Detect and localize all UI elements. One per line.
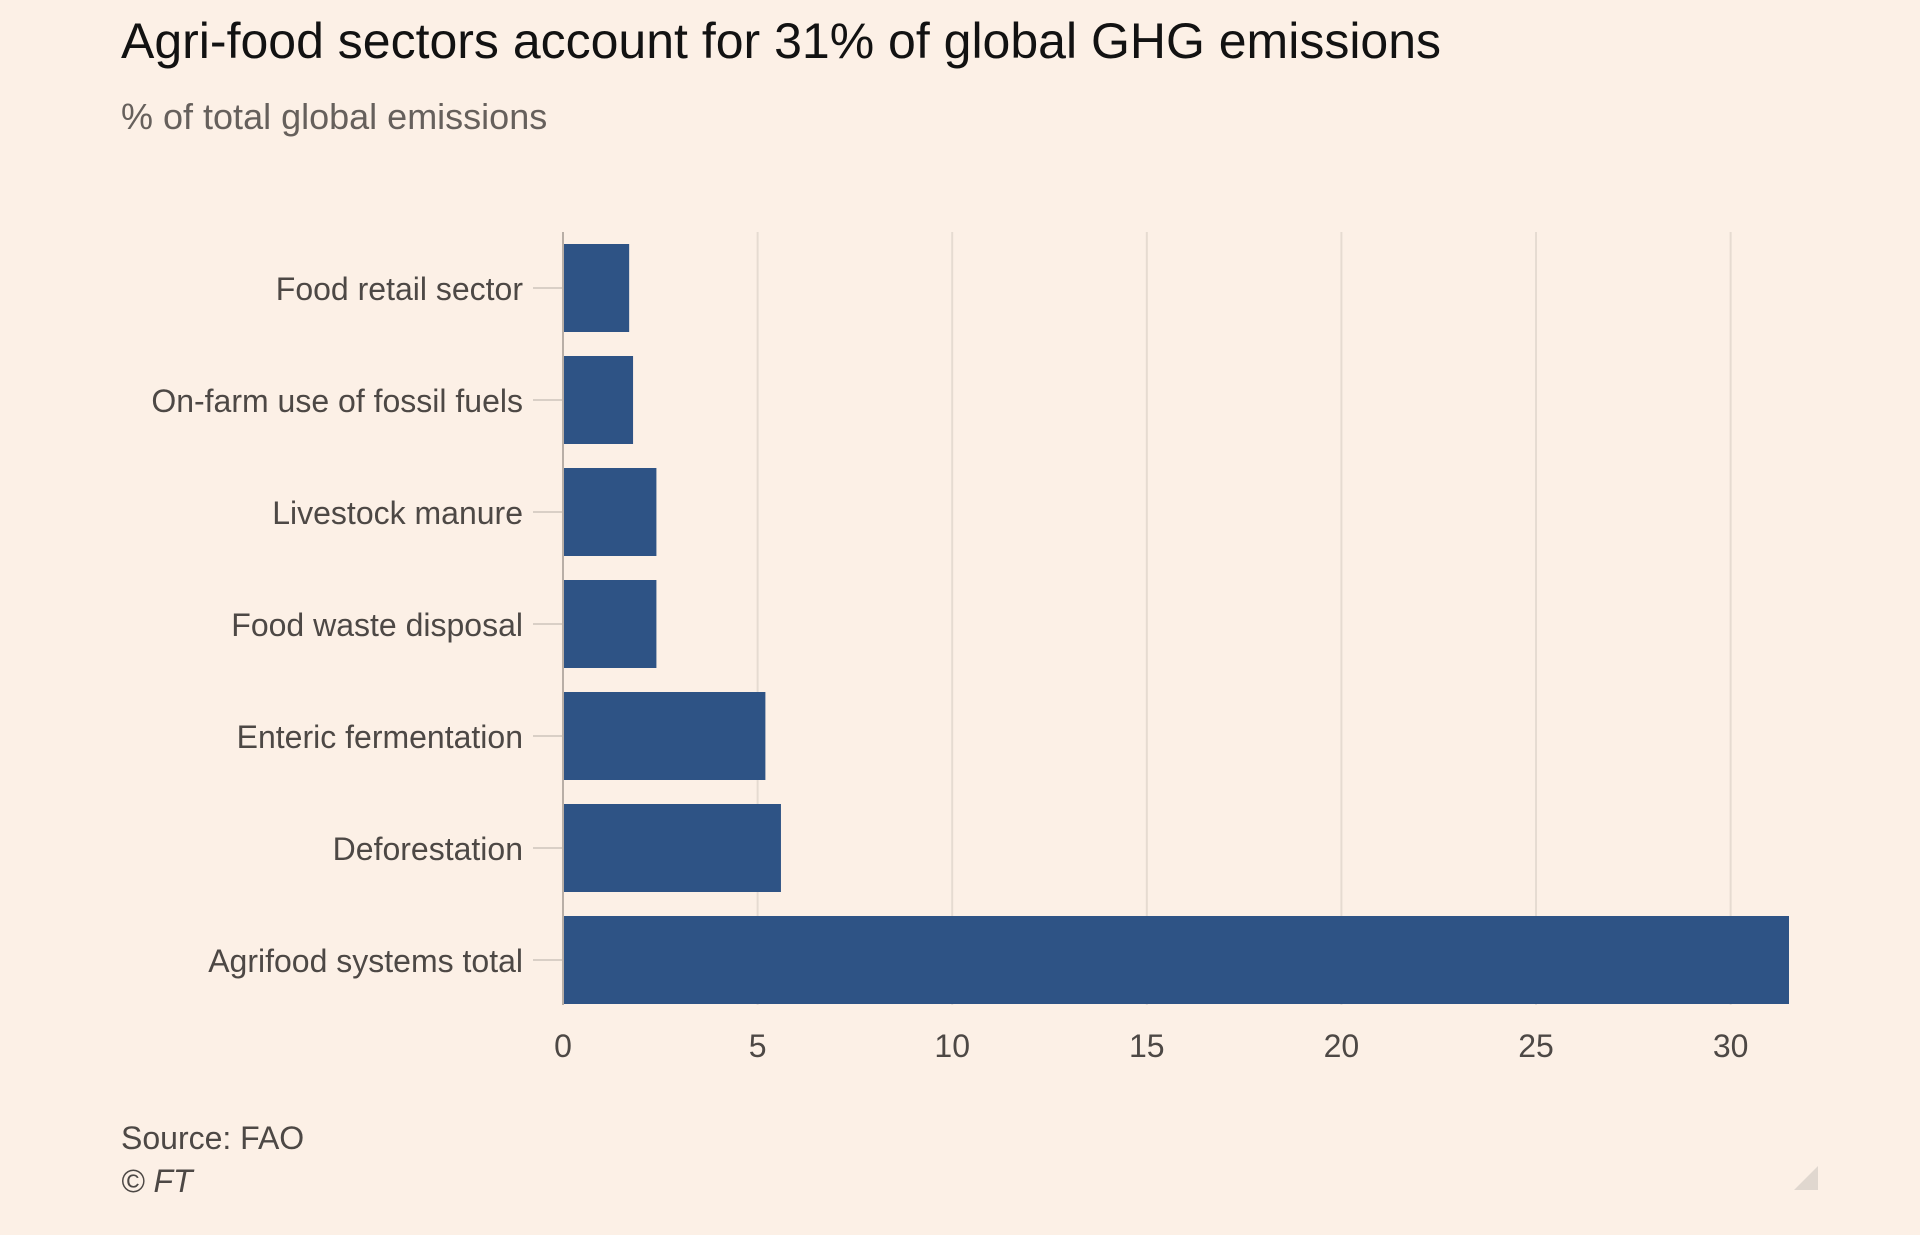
- resize-corner-icon: [1794, 1166, 1818, 1190]
- copyright-credit: © FT: [121, 1163, 193, 1199]
- x-tick-label: 25: [1518, 1028, 1554, 1064]
- bar: [563, 692, 766, 780]
- bar: [563, 244, 630, 332]
- x-tick-label: 0: [554, 1028, 572, 1064]
- x-tick-label: 5: [749, 1028, 767, 1064]
- bar: [563, 356, 634, 444]
- category-label: On-farm use of fossil fuels: [151, 383, 523, 419]
- chart-title: Agri-food sectors account for 31% of glo…: [121, 13, 1442, 69]
- category-label: Food waste disposal: [231, 607, 523, 643]
- bar: [563, 804, 781, 892]
- bar: [563, 916, 1789, 1004]
- x-tick-label: 30: [1713, 1028, 1749, 1064]
- category-label: Agrifood systems total: [208, 943, 523, 979]
- category-label: Livestock manure: [272, 495, 523, 531]
- x-tick-label: 15: [1129, 1028, 1165, 1064]
- x-tick-label: 20: [1324, 1028, 1360, 1064]
- bar: [563, 580, 657, 668]
- category-label: Deforestation: [333, 831, 523, 867]
- source-note: Source: FAO: [121, 1120, 305, 1156]
- category-label: Enteric fermentation: [237, 719, 523, 755]
- chart-subtitle: % of total global emissions: [121, 96, 548, 137]
- x-tick-label: 10: [934, 1028, 970, 1064]
- bar: [563, 468, 657, 556]
- category-label: Food retail sector: [276, 271, 524, 307]
